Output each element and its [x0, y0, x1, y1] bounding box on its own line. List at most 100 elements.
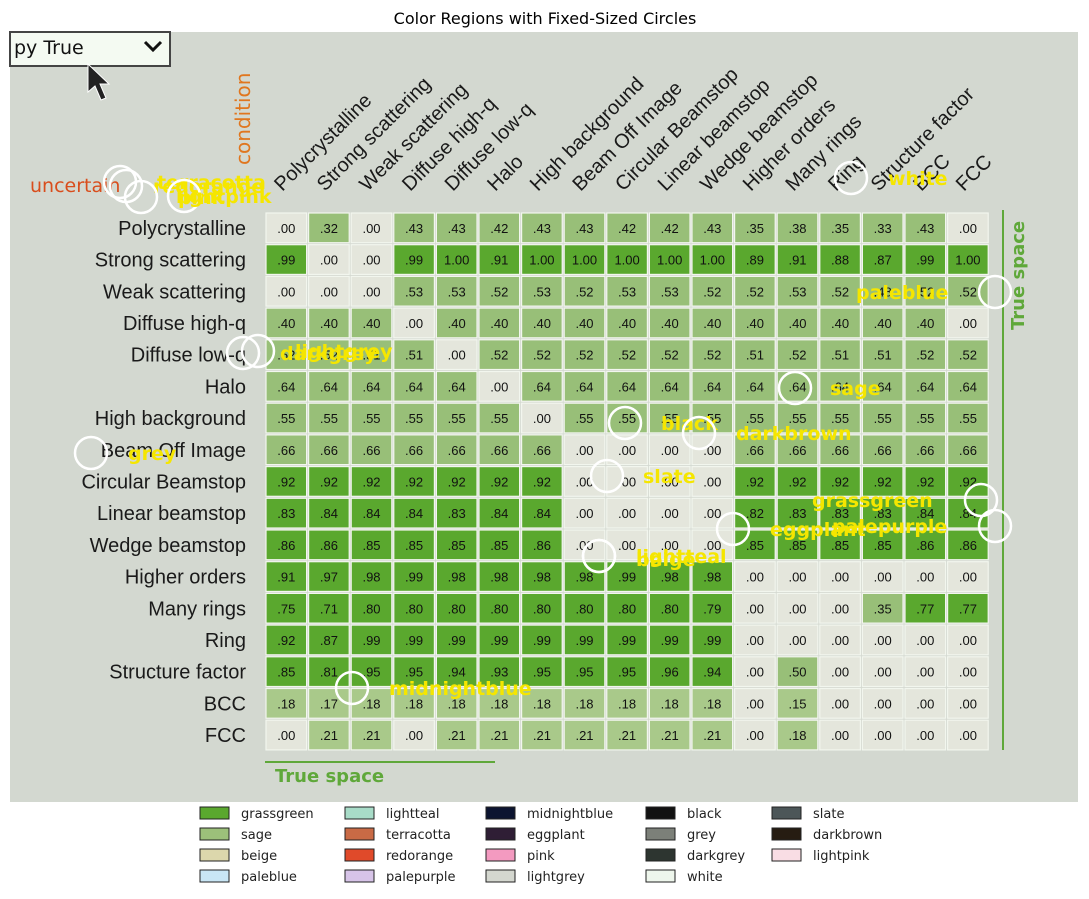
heatmap-cell [563, 370, 606, 402]
heatmap-cell [691, 561, 734, 593]
dropdown-select[interactable]: py True [9, 31, 171, 67]
row-label: FCC [205, 725, 246, 747]
cell-value: .52 [788, 348, 806, 363]
heatmap-cell [265, 656, 308, 688]
heatmap-cell [946, 624, 989, 656]
cell-value: .98 [533, 570, 551, 585]
heatmap-cell [265, 529, 308, 561]
heatmap-cell [606, 497, 648, 529]
heatmap-cell [819, 307, 861, 339]
heatmap-cell [308, 275, 350, 307]
cell-value: .92 [831, 474, 849, 489]
cell-value: .00 [788, 601, 806, 616]
cell-value: .52 [959, 348, 977, 363]
cell-value: .15 [788, 696, 806, 711]
cell-value: .18 [362, 696, 380, 711]
cell-value: .51 [362, 348, 380, 363]
cell-value: .66 [405, 443, 423, 458]
cell-value: .94 [703, 665, 721, 680]
cell-value: .00 [703, 506, 721, 521]
heatmap-cell [904, 244, 947, 275]
heatmap-cell [861, 244, 904, 275]
heatmap-cell [265, 687, 308, 719]
cell-value: .51 [874, 348, 892, 363]
cell-value: .92 [874, 474, 892, 489]
cell-value: .35 [746, 221, 764, 236]
cell-value: .40 [490, 316, 508, 331]
cell-value: .92 [746, 474, 764, 489]
cell-value: .00 [916, 570, 934, 585]
heatmap-cell [946, 434, 989, 466]
cell-value: .52 [703, 284, 721, 299]
cell-value: .84 [916, 506, 934, 521]
heatmap-cell [733, 244, 776, 275]
cell-value: .18 [448, 696, 466, 711]
heatmap-cell [520, 624, 563, 656]
heatmap-cell [563, 624, 606, 656]
legend-swatch [645, 806, 676, 820]
cell-value: .43 [703, 221, 721, 236]
cell-value: .00 [959, 633, 977, 648]
heatmap-cell [308, 719, 350, 751]
heatmap-cell [691, 466, 734, 497]
annotation-label: slate [643, 466, 696, 488]
cell-value: .86 [320, 538, 338, 553]
annotation-label: lightpink [176, 186, 272, 208]
cell-value: .79 [703, 601, 721, 616]
heatmap-cell [265, 466, 308, 497]
cell-value: .97 [320, 570, 338, 585]
heatmap-cell [904, 624, 947, 656]
legend-swatch [485, 827, 516, 841]
cell-value: .00 [831, 665, 849, 680]
cell-value: .51 [746, 348, 764, 363]
heatmap-cell [648, 687, 691, 719]
heatmap-cell [520, 497, 563, 529]
heatmap-cell [308, 307, 350, 339]
legend-label: slate [813, 807, 844, 822]
heatmap-cell [265, 434, 308, 466]
cell-value: .51 [831, 348, 849, 363]
heatmap-cell [478, 497, 521, 529]
cell-value: .00 [959, 728, 977, 743]
cell-value: .00 [874, 728, 892, 743]
legend: grassgreen sage beige paleblue lightteal terr… [199, 806, 882, 885]
cell-value: .55 [831, 411, 849, 426]
heatmap-cell [776, 244, 819, 275]
cell-value: .99 [405, 253, 423, 268]
heatmap-cell [393, 497, 435, 529]
cell-value: .00 [874, 665, 892, 680]
annotation-circle [166, 178, 202, 214]
heatmap-cell [733, 719, 776, 751]
heatmap-cell [648, 529, 691, 561]
heatmap-cell [265, 275, 308, 307]
heatmap-cell [265, 212, 308, 244]
cell-value: .81 [320, 665, 338, 680]
cell-value: .80 [405, 601, 423, 616]
cell-value: .00 [575, 538, 593, 553]
annotation-circle [607, 405, 643, 441]
heatmap-cell [606, 307, 648, 339]
cell-value: .96 [661, 665, 679, 680]
heatmap-cell [904, 497, 947, 529]
heatmap-cell [904, 307, 947, 339]
cell-value: .99 [448, 633, 466, 648]
cell-value: .40 [746, 316, 764, 331]
cell-value: .85 [448, 538, 466, 553]
heatmap-cell [733, 561, 776, 593]
true-space-right-label: True space [1008, 221, 1029, 330]
heatmap-cell [691, 244, 734, 275]
cell-value: .85 [788, 538, 806, 553]
annotation-label: paleblue [856, 282, 948, 304]
cell-value: .40 [831, 316, 849, 331]
cell-value: .80 [661, 601, 679, 616]
cell-value: .00 [320, 253, 338, 268]
row-label: Higher orders [125, 567, 246, 589]
cell-value: .00 [277, 284, 295, 299]
cell-value: .18 [788, 728, 806, 743]
heatmap-cell [733, 275, 776, 307]
heatmap-cell [904, 275, 947, 307]
heatmap-cell [946, 561, 989, 593]
cell-value: .92 [788, 474, 806, 489]
cell-value: .98 [661, 570, 679, 585]
heatmap-cell [861, 466, 904, 497]
